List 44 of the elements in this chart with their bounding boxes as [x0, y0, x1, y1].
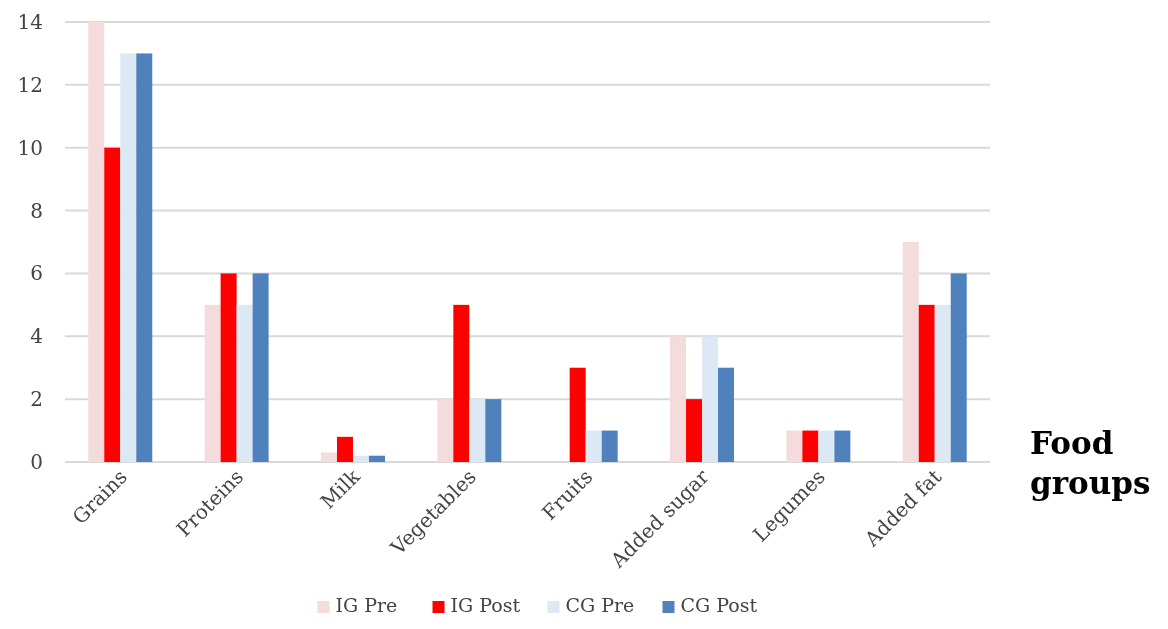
legend-label: CG Post	[680, 594, 758, 616]
bar	[120, 53, 137, 462]
bar	[437, 399, 454, 462]
legend-label: CG Pre	[565, 594, 635, 616]
bar	[220, 273, 237, 462]
bar	[950, 273, 967, 462]
bar	[320, 452, 337, 462]
bar	[834, 430, 851, 462]
bar	[934, 304, 951, 462]
bar	[670, 336, 687, 462]
bar	[585, 430, 602, 462]
y-tick-label: 12	[17, 72, 43, 97]
y-tick-label: 8	[30, 198, 43, 223]
bar	[104, 147, 121, 462]
legend-label: IG Pre	[335, 594, 398, 616]
bar	[352, 455, 369, 462]
bar	[368, 455, 385, 462]
bar	[88, 22, 105, 462]
bar	[686, 399, 703, 462]
y-tick-label: 14	[17, 10, 43, 34]
bar	[204, 304, 221, 462]
bar	[818, 430, 835, 462]
bar	[252, 273, 269, 462]
bar	[469, 399, 486, 462]
bar	[236, 304, 253, 462]
bar	[485, 399, 502, 462]
y-tick-label: 2	[30, 387, 43, 412]
bar	[902, 242, 919, 462]
bar	[786, 430, 803, 462]
bar	[718, 367, 735, 462]
bar	[136, 53, 153, 462]
y-tick-label: 0	[30, 450, 43, 474]
bar	[336, 436, 353, 462]
y-tick-label: 10	[17, 135, 43, 160]
y-tick-label: 4	[30, 324, 43, 349]
bar	[569, 367, 586, 462]
bar	[702, 336, 719, 462]
bar	[601, 430, 618, 462]
x-axis-title: Food groups	[1030, 425, 1151, 501]
legend-label: IG Post	[450, 594, 521, 616]
y-tick-label: 6	[30, 261, 43, 286]
bar	[453, 304, 470, 462]
bar	[802, 430, 819, 462]
bar	[918, 304, 935, 462]
